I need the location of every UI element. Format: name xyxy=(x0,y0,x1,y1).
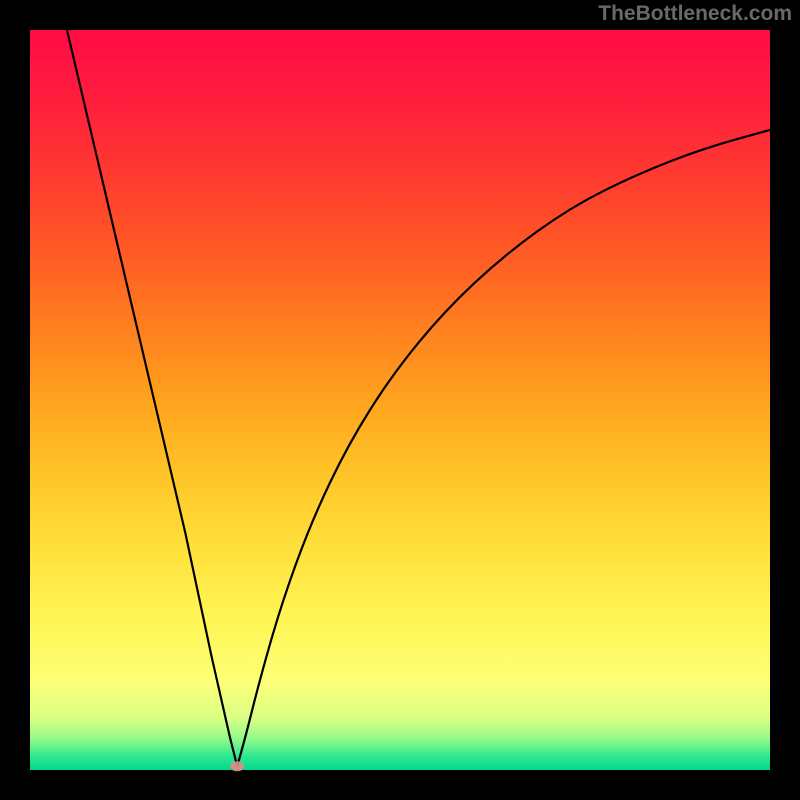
vertex-marker xyxy=(230,761,244,771)
plot-background xyxy=(30,30,770,770)
attribution-text: TheBottleneck.com xyxy=(598,2,792,26)
chart-root: TheBottleneck.com xyxy=(0,0,800,800)
bottleneck-chart xyxy=(0,0,800,800)
